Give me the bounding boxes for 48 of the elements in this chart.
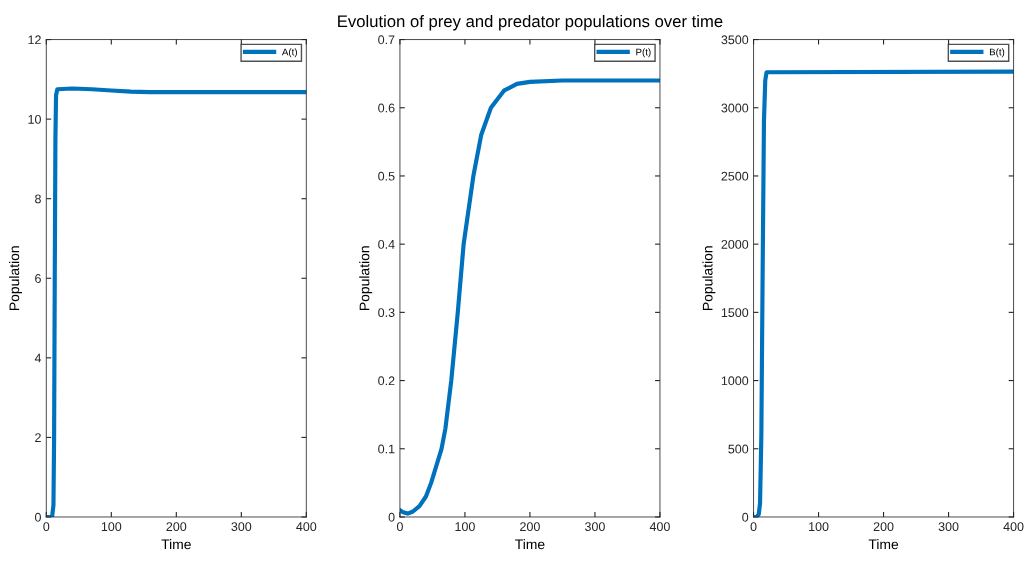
y-tick-label: 0.7	[378, 35, 395, 45]
y-tick-label: 0.6	[378, 103, 395, 113]
y-axis-title: Population	[9, 246, 22, 310]
y-tick-label: 10	[28, 114, 41, 124]
x-tick-label: 300	[231, 522, 252, 532]
y-tick-label: 2000	[721, 239, 749, 249]
y-tick-label: 8	[35, 194, 41, 204]
y-tick-label: 0.2	[378, 376, 395, 386]
y-tick-label: 6	[35, 274, 41, 283]
x-axis-title: Time	[515, 539, 545, 550]
y-axis-title: Population	[359, 246, 373, 310]
y-axis-title: Population	[702, 246, 716, 310]
y-tick-label: 2	[35, 433, 41, 442]
y-tick-label: 3000	[721, 103, 749, 113]
x-tick-label: 100	[809, 522, 829, 532]
y-tick-label: 1000	[721, 376, 749, 386]
x-axis-title: Time	[868, 539, 899, 550]
x-tick-label: 400	[1003, 522, 1024, 532]
y-tick-label: 3500	[721, 35, 749, 45]
y-tick-label: 12	[28, 35, 41, 45]
x-tick-label: 400	[649, 522, 670, 532]
x-tick-label: 300	[584, 522, 605, 532]
y-tick-label: 2500	[721, 171, 749, 181]
y-tick-label: 4	[34, 353, 42, 363]
legend-label: P(t)	[636, 48, 651, 58]
x-tick-label: 200	[520, 522, 540, 532]
y-tick-label: 0	[742, 512, 749, 522]
y-tick-label: 0.1	[378, 444, 395, 454]
x-tick-label: 200	[873, 522, 894, 532]
y-tick-label: 0	[34, 512, 41, 522]
y-tick-label: 0.3	[378, 308, 395, 318]
y-tick-label: 500	[728, 444, 749, 454]
legend-label: B(t)	[989, 48, 1005, 58]
x-tick-label: 0	[43, 522, 50, 532]
chart-title: Evolution of prey and predator populations over time	[338, 14, 723, 31]
y-tick-label: 1500	[721, 308, 749, 318]
x-tick-label: 400	[296, 522, 317, 532]
y-tick-label: 0	[388, 512, 395, 522]
x-tick-label: 200	[166, 522, 187, 532]
legend-label: A(t)	[281, 48, 297, 58]
x-tick-label: 0	[396, 522, 403, 532]
x-tick-label: 300	[938, 522, 959, 532]
x-tick-label: 0	[750, 522, 757, 532]
x-tick-label: 100	[101, 522, 122, 532]
x-tick-label: 100	[455, 522, 475, 532]
y-tick-label: 0.4	[378, 239, 395, 249]
y-tick-label: 0.5	[378, 171, 395, 181]
x-axis-title: Time	[161, 539, 191, 550]
